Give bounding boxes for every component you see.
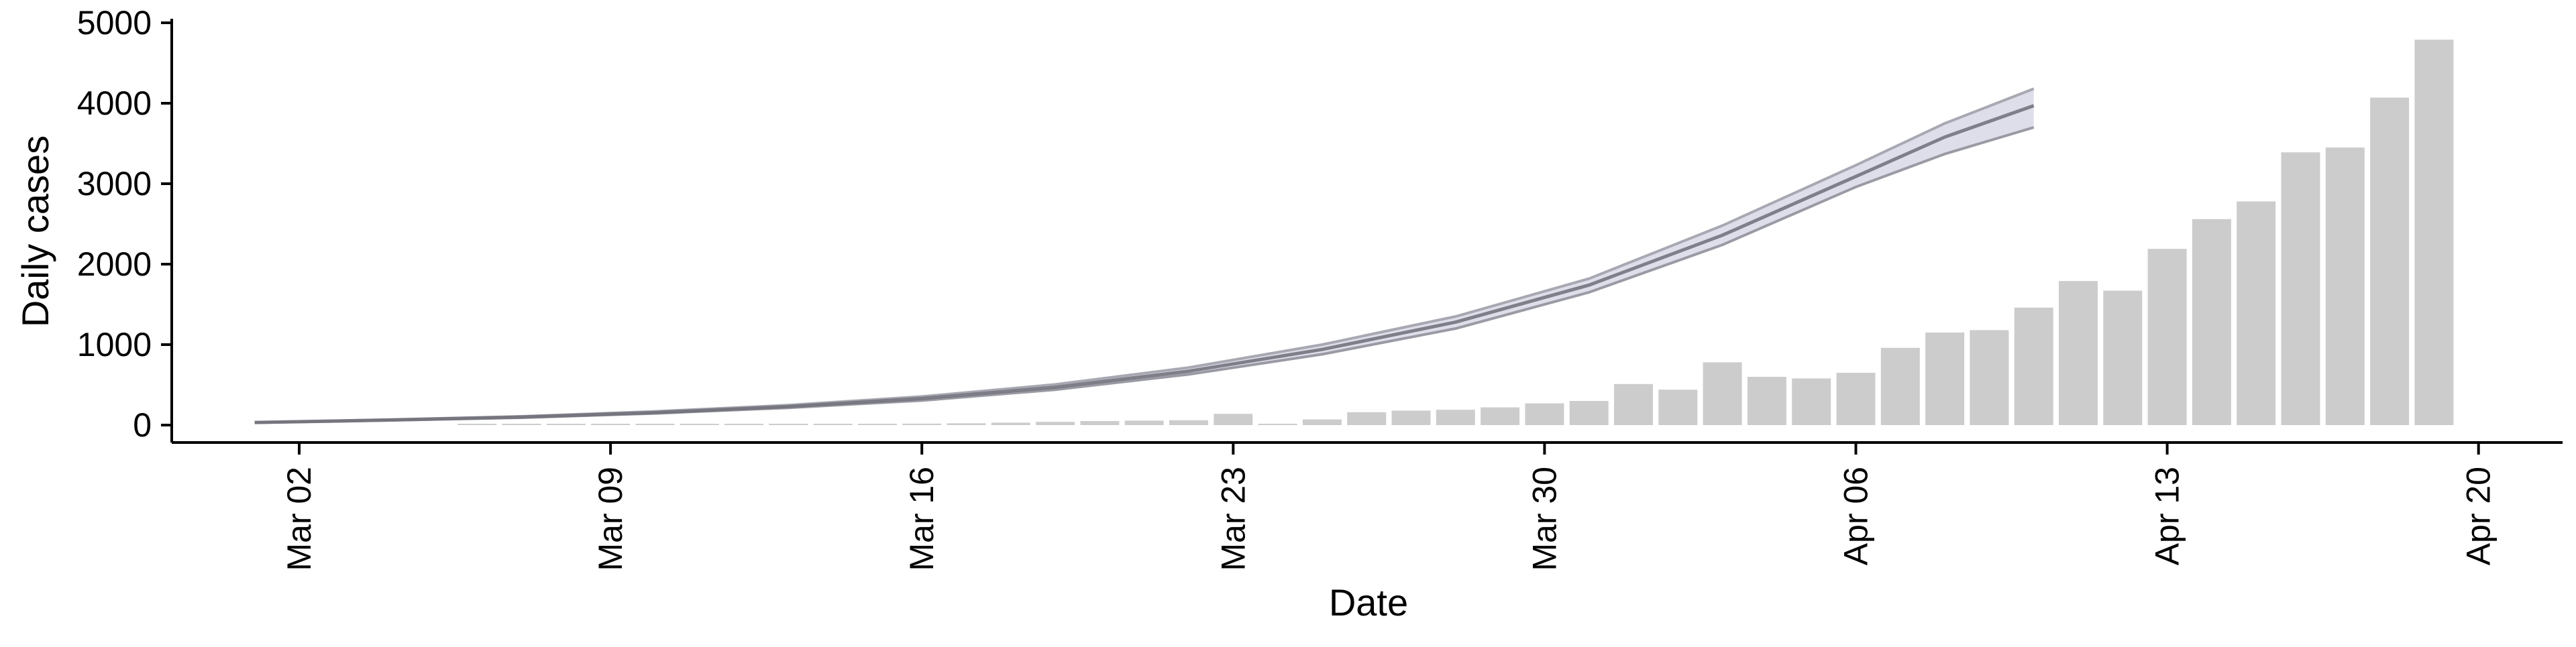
projection-layer (254, 87, 2035, 424)
bar (1347, 412, 1387, 425)
x-tick-label: Mar 09 (592, 467, 629, 571)
bar (2281, 152, 2320, 425)
bar (1124, 420, 1164, 425)
bar (2147, 249, 2187, 425)
y-tick-label: 4000 (77, 84, 152, 122)
bar (1792, 378, 1831, 425)
bar (2192, 219, 2231, 425)
bar (1391, 410, 1431, 425)
bar (1925, 333, 1965, 425)
bar (991, 422, 1030, 425)
bar (1747, 377, 1786, 425)
bar (1169, 420, 1208, 425)
bar (458, 424, 497, 425)
projection-median-line (254, 104, 2035, 424)
bar (2325, 148, 2365, 425)
projection-band (254, 89, 2034, 423)
bar (902, 423, 942, 425)
bar (2414, 40, 2454, 425)
bar (1703, 362, 1742, 425)
x-tick-label: Apr 06 (1837, 467, 1875, 565)
y-tick-label: 3000 (77, 165, 152, 202)
bar (1080, 421, 1120, 425)
bar (546, 424, 586, 425)
x-axis-title: Date (1329, 581, 1408, 624)
bar (1569, 401, 1609, 425)
bar (1258, 424, 1297, 425)
bar (2103, 290, 2143, 425)
bar (769, 424, 808, 425)
y-tick-label: 0 (133, 406, 152, 444)
bar (2014, 307, 2053, 425)
bar (857, 424, 897, 425)
bar (1525, 403, 1564, 425)
bar (1836, 373, 1876, 425)
bar (1036, 422, 1075, 425)
x-tick-label: Apr 13 (2149, 467, 2186, 565)
y-tick-label: 1000 (77, 326, 152, 363)
bar (2370, 97, 2410, 425)
x-tick-label: Mar 23 (1214, 467, 1252, 571)
bar (2059, 281, 2098, 425)
bar (1658, 390, 1698, 425)
bar (1214, 414, 1253, 425)
y-tick-label: 5000 (77, 4, 152, 42)
bar (1302, 419, 1342, 425)
y-tick-label: 2000 (77, 245, 152, 283)
bars-layer (458, 40, 2454, 425)
x-tick-label: Mar 16 (903, 467, 941, 571)
bar (1970, 330, 2009, 425)
bar (591, 424, 631, 425)
bar (635, 424, 675, 425)
bar (724, 424, 763, 425)
bar (2237, 201, 2276, 425)
bar (813, 424, 853, 425)
bar (1880, 347, 1920, 425)
x-tick-label: Mar 30 (1525, 467, 1563, 571)
x-ticks: Mar 02 Mar 09 Mar 16 Mar 23 Mar 30 Apr 06 Apr … (280, 443, 2498, 571)
axes-layer (170, 19, 2563, 444)
x-tick-label: Mar 02 (280, 467, 318, 571)
bar (502, 424, 541, 425)
projection-upper-line (254, 87, 2035, 424)
y-ticks: 0 1000 2000 3000 4000 5000 (77, 4, 172, 444)
bar (1481, 407, 1520, 425)
x-tick-label: Apr 20 (2460, 467, 2498, 565)
bar (1436, 410, 1475, 425)
y-axis-title: Daily cases (14, 135, 56, 327)
bar (1614, 384, 1653, 425)
bar (680, 424, 719, 425)
bar (947, 423, 986, 425)
